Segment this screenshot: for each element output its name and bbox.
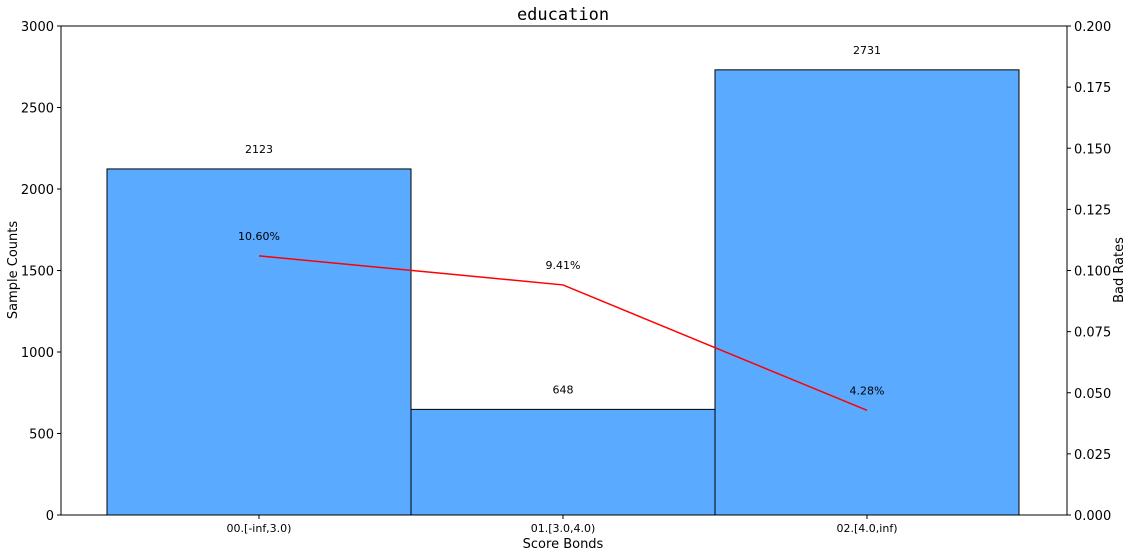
y2-tick-label-6: 0.150 (1074, 142, 1111, 157)
y2-tick-label-7: 0.175 (1074, 81, 1111, 96)
x-tick-label-2: 02.[4.0,inf) (837, 522, 898, 535)
bad-rate-line (258, 255, 868, 412)
bar-value-label-0: 2123 (245, 143, 273, 156)
y2-tick-label-8: 0.200 (1074, 20, 1111, 35)
bar-value-label-1: 648 (553, 383, 574, 396)
x-axis-label: Score Bonds (523, 537, 604, 552)
y-tick-label-5: 2500 (21, 102, 54, 117)
bar-0 (106, 168, 412, 516)
bar-2 (714, 69, 1020, 516)
y2-tick-label-0: 0.000 (1074, 509, 1111, 524)
y-tick-label-1: 500 (29, 428, 54, 443)
rate-label-2: 4.28% (850, 384, 885, 397)
y2-tick-label-3: 0.075 (1074, 326, 1111, 341)
y2-tick-label-4: 0.100 (1074, 265, 1111, 280)
right-axis: 0.000 0.025 0.050 0.075 0.100 0.125 0.150 0.175… (1067, 20, 1111, 524)
y-tick-label-6: 3000 (21, 20, 54, 35)
chart-title: education (517, 5, 609, 25)
bar-1 (410, 408, 716, 516)
rate-label-0: 10.60% (238, 230, 280, 243)
bar-value-label-2: 2731 (853, 44, 881, 57)
y2-tick-label-1: 0.025 (1074, 448, 1111, 463)
y-tick-label-2: 1000 (21, 346, 54, 361)
x-tick-label-1: 01.[3.0,4.0) (531, 522, 596, 535)
line-layer (258, 255, 868, 412)
bars-layer (106, 69, 1020, 516)
y-tick-label-3: 1500 (21, 265, 54, 280)
x-axis: 00.[-inf,3.0) 01.[3.0,4.0) 02.[4.0,inf) (227, 515, 898, 535)
y2-tick-label-5: 0.125 (1074, 203, 1111, 218)
labels-layer: 2123 648 2731 10.60% 9.41% 4.28% (238, 44, 884, 398)
left-axis: 0 500 1000 1500 2000 2500 3000 (21, 20, 61, 524)
y-tick-label-4: 2000 (21, 183, 54, 198)
y-tick-label-0: 0 (46, 509, 54, 524)
y2-axis-label: Bad Rates (1112, 237, 1127, 303)
rate-label-1: 9.41% (546, 259, 581, 272)
y2-tick-label-2: 0.050 (1074, 387, 1111, 402)
x-tick-label-0: 00.[-inf,3.0) (227, 522, 292, 535)
y-axis-label: Sample Counts (6, 221, 21, 319)
